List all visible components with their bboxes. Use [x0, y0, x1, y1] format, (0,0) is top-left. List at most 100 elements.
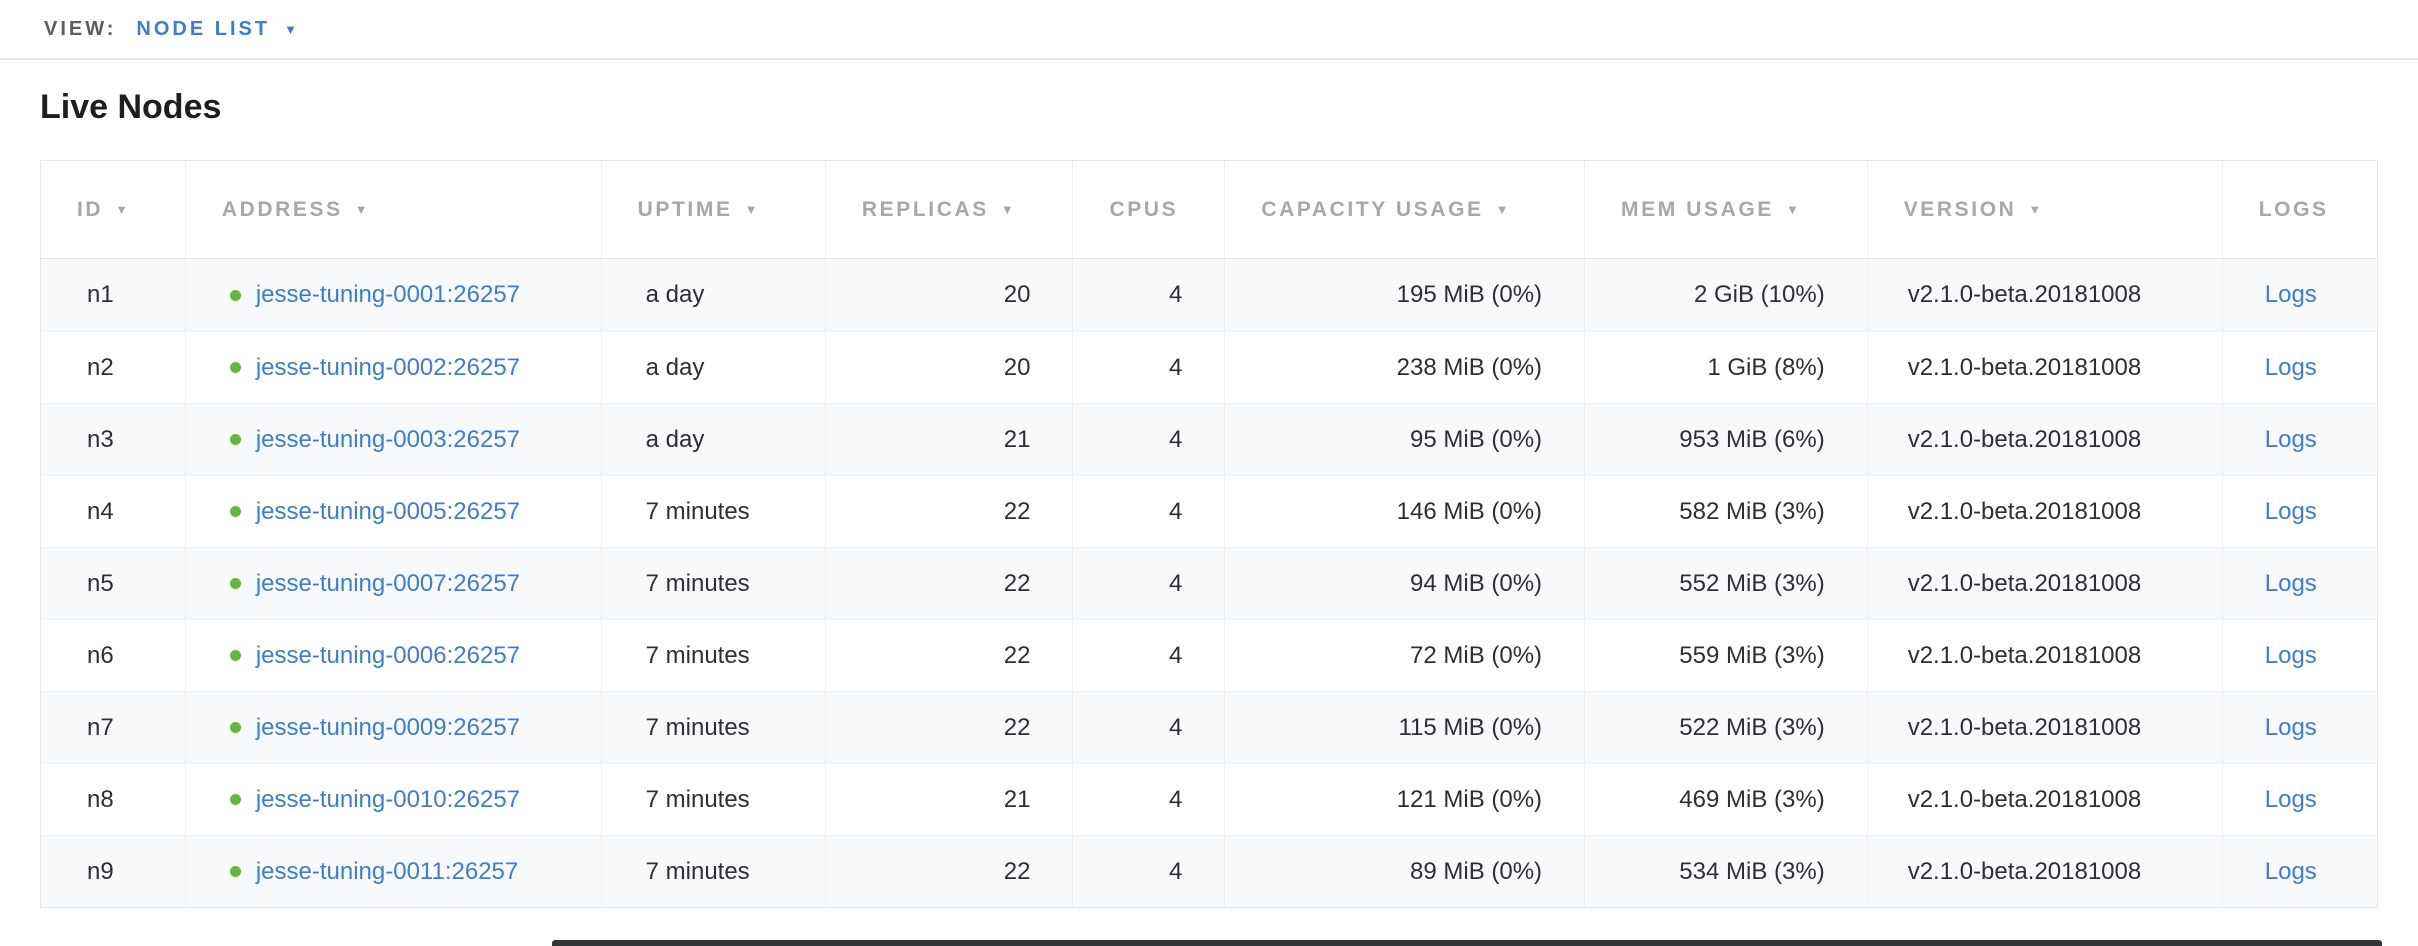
node-replicas-cell: 21	[826, 404, 1074, 475]
node-logs-link[interactable]: Logs	[2264, 353, 2317, 381]
node-mem-usage-cell: 2 GiB (10%)	[1585, 259, 1868, 331]
node-id-cell: n7	[41, 692, 186, 763]
node-live-status-icon	[229, 578, 241, 589]
node-cpus-cell: 4	[1073, 548, 1226, 619]
node-mem-usage-cell: 582 MiB (3%)	[1585, 476, 1868, 547]
column-header-cpus: CPUS	[1073, 161, 1226, 258]
node-cpus-cell: 4	[1073, 332, 1226, 403]
dropdown-caret-icon: ▼	[284, 21, 300, 37]
node-address-link[interactable]: jesse-tuning-0003:26257	[255, 425, 521, 453]
node-logs-link[interactable]: Logs	[2264, 497, 2317, 525]
node-id-cell: n6	[41, 620, 186, 691]
node-replicas-cell: 20	[826, 332, 1074, 403]
node-address-link[interactable]: jesse-tuning-0011:26257	[255, 857, 519, 885]
node-capacity-usage-cell: 72 MiB (0%)	[1225, 620, 1586, 691]
table-row: n8 jesse-tuning-0010:26257 7 minutes 21 …	[41, 763, 2377, 835]
column-header-replicas[interactable]: REPLICAS ▼	[826, 161, 1074, 258]
table-row: n5 jesse-tuning-0007:26257 7 minutes 22 …	[41, 547, 2377, 619]
node-logs-link[interactable]: Logs	[2264, 569, 2317, 597]
column-header-label: MEM USAGE	[1621, 197, 1774, 221]
node-address-link[interactable]: jesse-tuning-0005:26257	[255, 497, 521, 525]
node-id-cell: n1	[41, 259, 186, 331]
node-live-status-icon	[229, 289, 241, 301]
node-mem-usage-cell: 469 MiB (3%)	[1585, 764, 1868, 835]
node-mem-usage-cell: 1 GiB (8%)	[1585, 332, 1868, 403]
node-address-link[interactable]: jesse-tuning-0007:26257	[255, 569, 521, 597]
node-address-link[interactable]: jesse-tuning-0009:26257	[255, 713, 521, 741]
node-logs-cell: Logs	[2223, 692, 2377, 763]
node-id-cell: n5	[41, 548, 186, 619]
node-version-cell: v2.1.0-beta.20181008	[1868, 764, 2223, 835]
node-address-link[interactable]: jesse-tuning-0002:26257	[255, 353, 521, 381]
column-header-label: REPLICAS	[861, 197, 989, 221]
node-capacity-usage-cell: 146 MiB (0%)	[1225, 476, 1586, 547]
node-capacity-usage-cell: 121 MiB (0%)	[1225, 764, 1586, 835]
node-logs-cell: Logs	[2223, 404, 2377, 475]
node-address-cell: jesse-tuning-0001:26257	[186, 259, 602, 331]
node-cpus-cell: 4	[1073, 764, 1226, 835]
view-selector-dropdown[interactable]: NODE LIST ▼	[136, 18, 300, 41]
node-logs-link[interactable]: Logs	[2264, 713, 2317, 741]
table-row: n6 jesse-tuning-0006:26257 7 minutes 22 …	[41, 619, 2377, 691]
table-row: n4 jesse-tuning-0005:26257 7 minutes 22 …	[41, 475, 2377, 547]
column-header-logs: LOGS	[2223, 161, 2377, 258]
node-mem-usage-cell: 559 MiB (3%)	[1585, 620, 1868, 691]
node-address-cell: jesse-tuning-0002:26257	[186, 332, 602, 403]
column-header-capacity-usage[interactable]: CAPACITY USAGE ▼	[1225, 161, 1586, 258]
column-header-label: CAPACITY USAGE	[1261, 197, 1484, 221]
node-logs-link[interactable]: Logs	[2264, 281, 2317, 308]
table-row: n7 jesse-tuning-0009:26257 7 minutes 22 …	[41, 691, 2377, 763]
node-mem-usage-cell: 953 MiB (6%)	[1585, 404, 1868, 475]
node-capacity-usage-cell: 94 MiB (0%)	[1225, 548, 1586, 619]
node-cpus-cell: 4	[1073, 692, 1226, 763]
sort-desc-icon: ▼	[2028, 202, 2044, 217]
column-header-label: ID	[77, 197, 104, 221]
node-address-cell: jesse-tuning-0006:26257	[186, 620, 602, 691]
node-address-link[interactable]: jesse-tuning-0001:26257	[255, 281, 521, 308]
table-row: n9 jesse-tuning-0011:26257 7 minutes 22 …	[41, 835, 2377, 907]
node-replicas-cell: 22	[826, 692, 1074, 763]
node-address-cell: jesse-tuning-0010:26257	[186, 764, 602, 835]
node-version-cell: v2.1.0-beta.20181008	[1868, 332, 2223, 403]
node-replicas-cell: 22	[826, 548, 1074, 619]
node-uptime-cell: a day	[602, 332, 826, 403]
column-header-id[interactable]: ID ▼	[41, 161, 186, 258]
table-body: n1 jesse-tuning-0001:26257 a day 20 4 19…	[41, 259, 2377, 907]
node-logs-cell: Logs	[2223, 259, 2377, 331]
node-cpus-cell: 4	[1073, 259, 1226, 331]
node-logs-cell: Logs	[2223, 548, 2377, 619]
node-mem-usage-cell: 552 MiB (3%)	[1585, 548, 1868, 619]
node-address-link[interactable]: jesse-tuning-0010:26257	[255, 785, 521, 813]
node-logs-link[interactable]: Logs	[2264, 425, 2317, 453]
column-header-address[interactable]: ADDRESS ▼	[186, 161, 602, 258]
node-uptime-cell: 7 minutes	[602, 548, 826, 619]
node-live-status-icon	[229, 866, 241, 877]
node-uptime-cell: 7 minutes	[602, 836, 826, 907]
node-id-cell: n9	[41, 836, 186, 907]
node-uptime-cell: 7 minutes	[602, 476, 826, 547]
node-logs-cell: Logs	[2223, 476, 2377, 547]
node-uptime-cell: 7 minutes	[602, 764, 826, 835]
node-address-link[interactable]: jesse-tuning-0006:26257	[255, 641, 521, 669]
node-id-cell: n4	[41, 476, 186, 547]
sort-desc-icon: ▼	[1495, 202, 1512, 217]
node-capacity-usage-cell: 238 MiB (0%)	[1225, 332, 1586, 403]
node-logs-link[interactable]: Logs	[2264, 785, 2317, 813]
sort-desc-icon: ▼	[1000, 202, 1017, 217]
column-header-label: LOGS	[2258, 197, 2329, 221]
node-id-cell: n8	[41, 764, 186, 835]
node-uptime-cell: 7 minutes	[602, 692, 826, 763]
node-replicas-cell: 22	[826, 476, 1074, 547]
node-address-cell: jesse-tuning-0003:26257	[186, 404, 602, 475]
node-logs-link[interactable]: Logs	[2264, 857, 2317, 885]
node-address-cell: jesse-tuning-0005:26257	[186, 476, 602, 547]
horizontal-scrollbar-thumb[interactable]	[552, 940, 2382, 946]
node-id-cell: n2	[41, 332, 186, 403]
column-header-version[interactable]: VERSION ▼	[1868, 161, 2223, 258]
table-row: n2 jesse-tuning-0002:26257 a day 20 4 23…	[41, 331, 2377, 403]
column-header-mem-usage[interactable]: MEM USAGE ▼	[1585, 161, 1868, 258]
column-header-uptime[interactable]: UPTIME ▼	[602, 161, 826, 258]
node-version-cell: v2.1.0-beta.20181008	[1868, 548, 2223, 619]
node-version-cell: v2.1.0-beta.20181008	[1868, 404, 2223, 475]
node-logs-link[interactable]: Logs	[2264, 641, 2317, 669]
